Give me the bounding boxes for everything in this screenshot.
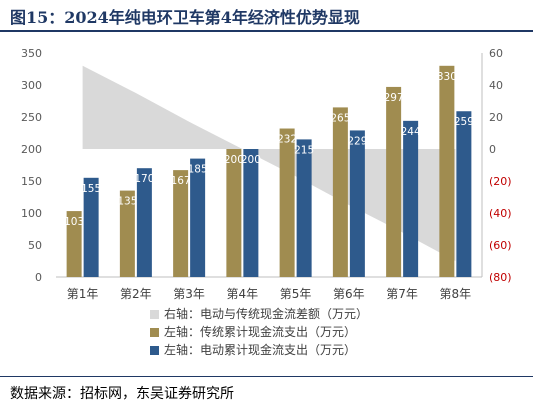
traditional-bar <box>386 86 402 277</box>
left-axis-tick-label: 150 <box>21 175 42 188</box>
difference-area <box>82 65 456 261</box>
x-axis-tick-label: 第8年 <box>440 287 472 301</box>
electric-bar <box>456 111 472 278</box>
electric-bar-value-label: 155 <box>81 183 101 195</box>
traditional-bar <box>119 190 135 277</box>
traditional-bar <box>226 149 242 277</box>
left-axis-tick-label: 350 <box>21 47 42 60</box>
electric-bar <box>83 177 99 277</box>
traditional-bar <box>173 170 189 277</box>
electric-bar-value-label: 185 <box>188 164 208 176</box>
x-axis-tick-label: 第5年 <box>280 287 312 301</box>
electric-bar-value-label: 170 <box>134 173 154 185</box>
right-axis-tick-label: 0 <box>489 143 496 156</box>
traditional-bar <box>439 65 455 277</box>
traditional-bar <box>279 128 295 277</box>
legend-swatch <box>150 328 159 337</box>
legend-label: 右轴：电动与传统现金流差额（万元） <box>164 306 368 321</box>
x-axis-tick-label: 第4年 <box>227 287 259 301</box>
traditional-bar-value-label: 297 <box>384 92 404 104</box>
electric-bar <box>136 168 152 277</box>
traditional-bar-value-label: 103 <box>64 216 84 228</box>
traditional-bar-value-label: 167 <box>171 175 191 187</box>
traditional-bar <box>66 211 82 277</box>
left-axis-tick-label: 200 <box>21 143 42 156</box>
x-axis-tick-label: 第1年 <box>67 287 99 301</box>
traditional-bar-value-label: 135 <box>117 196 137 208</box>
right-axis-tick-label: (40) <box>489 207 512 220</box>
chart-title: 图15：2024年纯电环卫车第4年经济性优势显现 <box>10 8 360 27</box>
traditional-bar-value-label: 200 <box>224 154 244 166</box>
electric-bar <box>403 120 419 277</box>
electric-bar <box>296 139 312 277</box>
right-axis-tick-label: (20) <box>489 175 512 188</box>
traditional-bar <box>332 107 348 278</box>
traditional-bar-value-label: 265 <box>330 112 350 124</box>
x-axis-tick-label: 第7年 <box>386 287 418 301</box>
electric-bar <box>190 158 206 277</box>
title-divider <box>0 30 533 32</box>
electric-bar <box>349 130 365 277</box>
x-axis-tick-label: 第6年 <box>333 287 365 301</box>
electric-bar <box>243 149 259 277</box>
electric-bar-value-label: 259 <box>454 116 474 128</box>
left-axis-tick-label: 0 <box>35 271 42 284</box>
x-axis-tick-label: 第3年 <box>173 287 205 301</box>
electric-bar-value-label: 229 <box>347 135 367 147</box>
left-axis-tick-label: 100 <box>21 207 42 220</box>
right-axis-tick-label: 40 <box>489 79 503 92</box>
right-axis-tick-label: 20 <box>489 111 503 124</box>
right-axis-tick-label: (80) <box>489 271 512 284</box>
traditional-bar-value-label: 232 <box>277 134 297 146</box>
legend-swatch <box>150 346 159 355</box>
right-axis-tick-label: (60) <box>489 239 512 252</box>
right-axis-tick-label: 60 <box>489 47 503 60</box>
left-axis-tick-label: 300 <box>21 79 42 92</box>
electric-bar-value-label: 244 <box>401 126 421 138</box>
x-axis-tick-label: 第2年 <box>120 287 152 301</box>
electric-bar-value-label: 215 <box>294 144 314 156</box>
legend-label: 左轴：电动累计现金流支出（万元） <box>164 342 356 357</box>
legend-label: 左轴：传统累计现金流支出（万元） <box>164 324 356 339</box>
legend-swatch <box>150 310 159 319</box>
left-axis-tick-label: 250 <box>21 111 42 124</box>
source-divider <box>0 376 533 377</box>
electric-bar-value-label: 200 <box>241 154 261 166</box>
source-note: 数据来源：招标网，东吴证券研究所 <box>10 386 234 402</box>
chart: 0 50 100 150 200 250 300 350 (80) (60) (40) (20) 0 20… <box>21 47 512 357</box>
left-axis-tick-label: 50 <box>28 239 42 252</box>
traditional-bar-value-label: 330 <box>437 71 457 83</box>
